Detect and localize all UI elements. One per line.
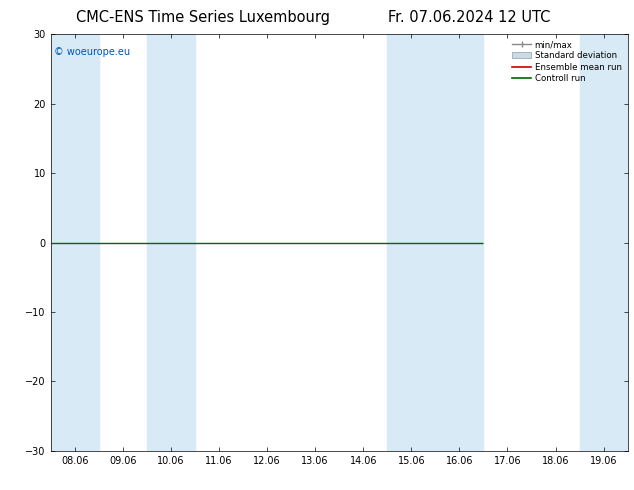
Bar bbox=[147, 34, 195, 451]
Bar bbox=[387, 34, 483, 451]
Legend: min/max, Standard deviation, Ensemble mean run, Controll run: min/max, Standard deviation, Ensemble me… bbox=[510, 39, 623, 84]
Bar bbox=[579, 34, 628, 451]
Text: © woeurope.eu: © woeurope.eu bbox=[54, 47, 130, 57]
Bar bbox=[51, 34, 99, 451]
Text: CMC-ENS Time Series Luxembourg: CMC-ENS Time Series Luxembourg bbox=[76, 10, 330, 25]
Text: Fr. 07.06.2024 12 UTC: Fr. 07.06.2024 12 UTC bbox=[388, 10, 550, 25]
